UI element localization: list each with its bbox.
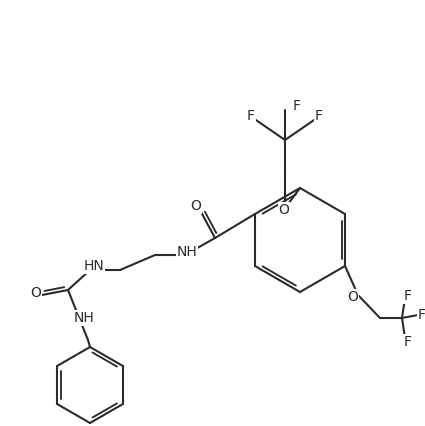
Text: F: F [404, 289, 412, 303]
Text: HN: HN [84, 259, 105, 273]
Text: O: O [190, 199, 201, 213]
Text: F: F [293, 99, 301, 113]
Text: O: O [348, 290, 358, 304]
Text: O: O [278, 203, 289, 217]
Text: O: O [31, 286, 41, 300]
Text: F: F [404, 335, 412, 349]
Text: NH: NH [177, 245, 197, 259]
Text: F: F [247, 109, 255, 123]
Text: NH: NH [74, 311, 94, 325]
Text: F: F [418, 308, 425, 322]
Text: F: F [315, 109, 323, 123]
